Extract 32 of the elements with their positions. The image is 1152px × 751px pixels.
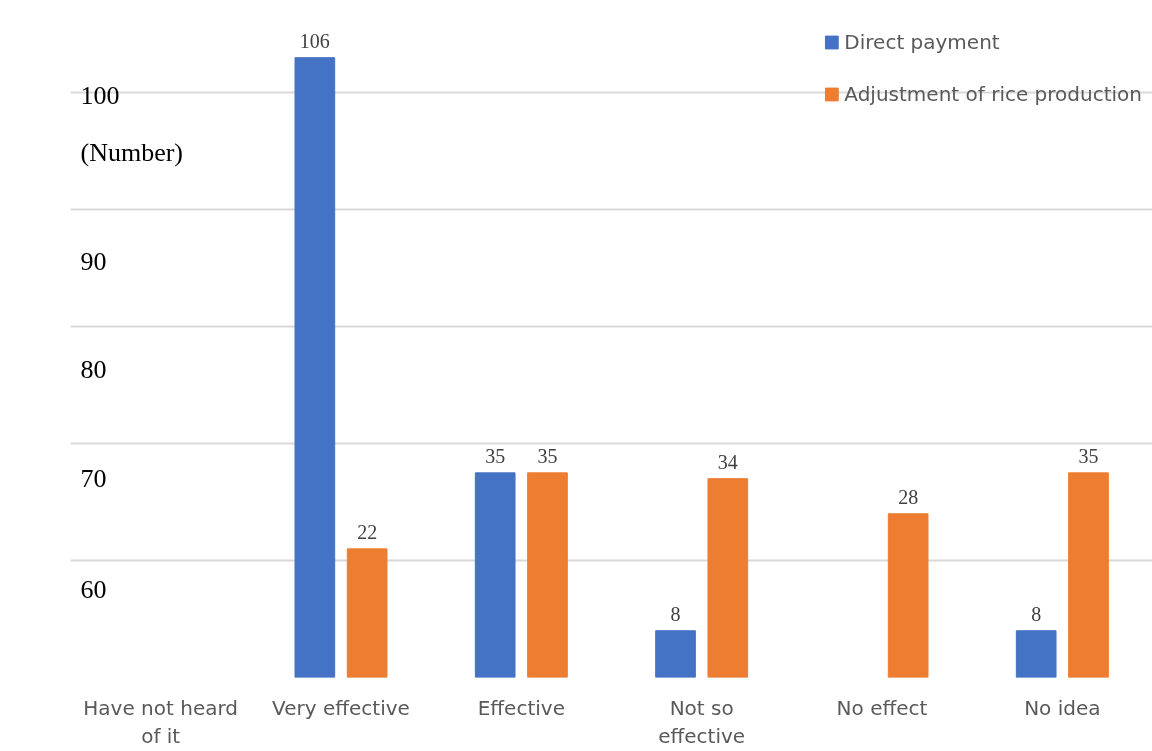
bar: [887, 513, 929, 678]
bar: [1015, 630, 1057, 678]
y-axis-title: (Number): [80, 138, 184, 167]
data-label: 35: [1078, 444, 1099, 467]
legend-label: Adjustment of rice production: [844, 82, 1142, 106]
x-tick-label: No idea: [1024, 695, 1101, 720]
data-label: 34: [717, 450, 738, 473]
bar: [527, 472, 568, 678]
annotation: 70: [80, 464, 107, 493]
annotation: 80: [80, 355, 107, 384]
data-label: 106: [299, 29, 330, 52]
annotation: 100: [80, 81, 120, 110]
data-label: 8: [1031, 602, 1042, 625]
data-label: 22: [357, 520, 378, 543]
data-label: 35: [485, 444, 506, 467]
x-tick-label: Effective: [477, 695, 565, 720]
annotation: 90: [80, 247, 107, 276]
data-label: 35: [537, 444, 558, 467]
bar: [474, 472, 516, 678]
legend-label: Direct payment: [844, 30, 1000, 54]
bar: [294, 57, 336, 678]
x-tick-label: Have not heard of it: [83, 695, 239, 749]
bar: [1068, 472, 1109, 678]
bar: [346, 548, 388, 678]
x-tick-label: No effect: [836, 695, 928, 720]
x-tick-label: Not so effective: [658, 695, 746, 749]
data-label: 8: [670, 602, 681, 625]
bar: [707, 478, 749, 678]
annotation: 60: [80, 575, 107, 604]
bar: [655, 630, 696, 678]
x-tick-label: Very effective: [272, 695, 410, 720]
data-label: 28: [898, 485, 919, 508]
